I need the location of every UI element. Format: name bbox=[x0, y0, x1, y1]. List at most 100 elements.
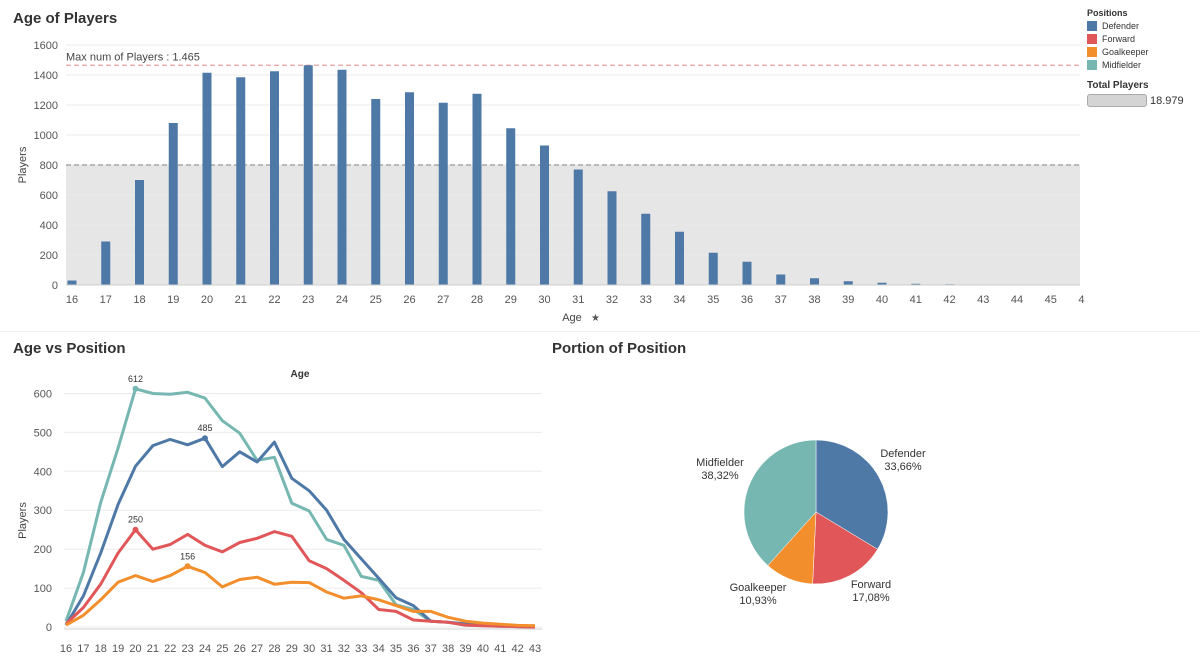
y-tick-label: 400 bbox=[34, 466, 52, 478]
bar bbox=[101, 241, 111, 285]
bar bbox=[472, 93, 482, 285]
legend-swatch-forward bbox=[1087, 34, 1097, 44]
x-tick-label: 18 bbox=[133, 294, 145, 306]
x-tick-label: 41 bbox=[494, 643, 506, 655]
total-players-label: Total Players bbox=[1087, 80, 1149, 91]
x-tick-label: 24 bbox=[199, 643, 211, 655]
bar bbox=[641, 213, 651, 285]
x-tick-label: 19 bbox=[167, 294, 179, 306]
y-tick-label: 800 bbox=[40, 160, 58, 172]
x-tick-label: 23 bbox=[302, 294, 314, 306]
section-divider bbox=[0, 331, 1200, 332]
x-tick-label: 31 bbox=[320, 643, 332, 655]
bar bbox=[675, 231, 684, 285]
bar bbox=[540, 145, 549, 285]
x-tick-label: 39 bbox=[842, 294, 854, 306]
x-tick-label: 20 bbox=[129, 643, 141, 655]
bar bbox=[270, 71, 279, 285]
slice-percent: 10,93% bbox=[739, 595, 777, 607]
slice-percent: 33,66% bbox=[884, 461, 922, 473]
x-tick-label: 35 bbox=[707, 294, 719, 306]
bar bbox=[708, 252, 718, 285]
x-tick-label: 26 bbox=[234, 643, 246, 655]
x-tick-label: 27 bbox=[251, 643, 263, 655]
x-tick-label: 37 bbox=[775, 294, 787, 306]
x-tick-label: 25 bbox=[216, 643, 228, 655]
x-tick-label: 42 bbox=[512, 643, 524, 655]
x-tick-label: 23 bbox=[181, 643, 193, 655]
x-tick-label: 37 bbox=[425, 643, 437, 655]
bar bbox=[67, 280, 77, 285]
age-vs-position-title: Age vs Position bbox=[13, 340, 126, 357]
bar bbox=[810, 278, 819, 285]
legend-item-midfielder[interactable]: Midfielder bbox=[1087, 60, 1197, 70]
point-marker bbox=[132, 526, 139, 533]
legend-item-goalkeeper[interactable]: Goalkeeper bbox=[1087, 47, 1197, 57]
x-tick-label: 34 bbox=[373, 643, 385, 655]
y-tick-label: 200 bbox=[34, 544, 52, 556]
legend-swatch-defender bbox=[1087, 21, 1097, 31]
legend-title: Positions bbox=[1087, 8, 1128, 18]
bar bbox=[607, 191, 617, 285]
max-reference-label: Max num of Players : 1.465 bbox=[66, 51, 200, 63]
bar bbox=[776, 274, 786, 285]
slice-label: Goalkeeper bbox=[730, 582, 787, 594]
x-tick-label: 35 bbox=[390, 643, 402, 655]
x-tick-label: 42 bbox=[943, 294, 955, 306]
x-tick-label: 31 bbox=[572, 294, 584, 306]
x-tick-label: 36 bbox=[407, 643, 419, 655]
legend-item-defender[interactable]: Defender bbox=[1087, 21, 1197, 31]
bar bbox=[843, 281, 853, 285]
y-tick-label: 1000 bbox=[34, 130, 58, 142]
bar bbox=[303, 65, 313, 285]
point-label: 156 bbox=[180, 551, 195, 561]
bar bbox=[911, 283, 921, 285]
pie-slice-midfielder bbox=[743, 439, 817, 566]
age-bar-chart: 0 200 400 600 800 1000 1200 1400 1600 Max num of … bbox=[17, 40, 1085, 324]
x-tick-label: 41 bbox=[910, 294, 922, 306]
legend-item-forward[interactable]: Forward bbox=[1087, 34, 1197, 44]
y-tick-label: 0 bbox=[52, 280, 58, 292]
x-tick-label: 16 bbox=[66, 294, 78, 306]
pin-icon: ★ bbox=[591, 313, 600, 324]
y-tick-label: 1200 bbox=[34, 100, 58, 112]
positions-legend: Positions Defender Forward Goalkeeper Mi… bbox=[1087, 8, 1197, 107]
series-line-midfielder bbox=[64, 387, 536, 629]
slice-percent: 38,32% bbox=[701, 470, 739, 482]
bar bbox=[506, 128, 516, 285]
x-tick-label: 19 bbox=[112, 643, 124, 655]
y-tick-label: 500 bbox=[34, 427, 52, 439]
y-tick-label: 1600 bbox=[34, 40, 58, 52]
point-marker bbox=[201, 435, 208, 442]
total-players-bar bbox=[1087, 94, 1147, 107]
total-players-value: 18.979 bbox=[1150, 94, 1184, 107]
x-tick-label: 30 bbox=[538, 294, 550, 306]
bar bbox=[573, 169, 583, 285]
x-tick-label: 24 bbox=[336, 294, 348, 306]
x-tick-label: 46 bbox=[1078, 294, 1085, 306]
total-players-indicator: 18.979 bbox=[1087, 94, 1197, 107]
x-tick-label: 16 bbox=[60, 643, 72, 655]
y-tick-label: 100 bbox=[34, 583, 52, 595]
point-label: 485 bbox=[197, 423, 212, 433]
x-tick-label: 17 bbox=[77, 643, 89, 655]
point-marker bbox=[132, 385, 139, 392]
series-line-forward bbox=[64, 528, 536, 629]
bar bbox=[742, 261, 752, 285]
pie-slice-forward bbox=[812, 511, 878, 585]
y-tick-label: 600 bbox=[40, 190, 58, 202]
point-label: 250 bbox=[128, 515, 143, 525]
bar bbox=[438, 102, 448, 285]
x-tick-label: 18 bbox=[95, 643, 107, 655]
legend-label-midfielder: Midfielder bbox=[1102, 60, 1142, 70]
x-tick-label: 36 bbox=[741, 294, 753, 306]
x-tick-label: 17 bbox=[100, 294, 112, 306]
legend-label-forward: Forward bbox=[1102, 34, 1136, 44]
age-of-players-title: Age of Players bbox=[13, 10, 118, 27]
slice-percent: 17,08% bbox=[852, 592, 890, 604]
bar bbox=[168, 123, 178, 285]
x-tick-label: 34 bbox=[673, 294, 685, 306]
point-marker bbox=[184, 563, 191, 570]
x-axis-label: Age bbox=[562, 312, 582, 324]
x-tick-label: 39 bbox=[459, 643, 471, 655]
